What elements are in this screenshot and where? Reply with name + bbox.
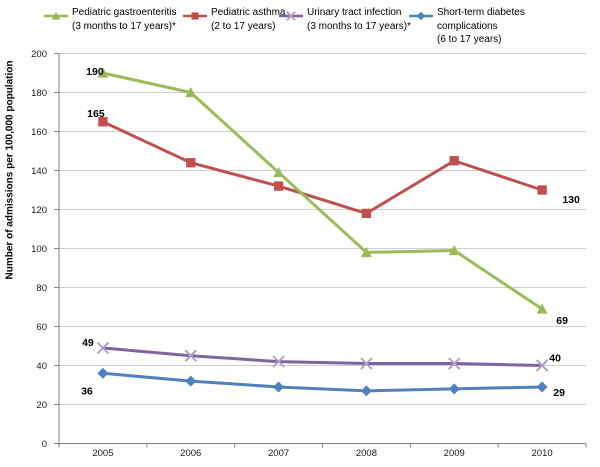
svg-text:160: 160 bbox=[31, 127, 47, 138]
svg-text:2007: 2007 bbox=[268, 448, 289, 459]
svg-text:2006: 2006 bbox=[180, 448, 201, 459]
legend-item-short-term-diabetes: Short-term diabetes complications (6 to 17… bbox=[408, 6, 525, 47]
svg-text:2009: 2009 bbox=[444, 448, 465, 459]
svg-text:2008: 2008 bbox=[356, 448, 377, 459]
svg-text:100: 100 bbox=[31, 244, 47, 255]
series-pediatric-asthma bbox=[98, 117, 547, 219]
diamond-marker-icon bbox=[409, 11, 433, 21]
legend-label: Urinary tract infection (3 months to 17 y… bbox=[307, 6, 411, 33]
legend-item-urinary-tract-infection: Urinary tract infection (3 months to 17 y… bbox=[278, 6, 411, 33]
legend-label-line: Pediatric asthma bbox=[211, 7, 286, 18]
legend-label-line: Urinary tract infection bbox=[307, 7, 402, 18]
y-tick-labels: 0 20 40 60 80 100 120 140 160 180 200 bbox=[31, 49, 47, 450]
svg-text:40: 40 bbox=[549, 353, 561, 365]
series-pediatric-gastroenteritis bbox=[97, 67, 548, 314]
legend-item-pediatric-gastroenteritis: Pediatric gastroenteritis (3 months to 17… bbox=[43, 6, 177, 33]
series-urinary-tract-infection bbox=[96, 341, 549, 372]
svg-text:165: 165 bbox=[87, 108, 105, 120]
data-labels: 190 165 49 36 130 69 40 29 bbox=[81, 66, 580, 399]
svg-text:140: 140 bbox=[31, 166, 47, 177]
svg-text:69: 69 bbox=[556, 315, 568, 327]
svg-text:200: 200 bbox=[31, 49, 47, 60]
svg-text:20: 20 bbox=[36, 400, 47, 411]
x-marker-icon bbox=[279, 11, 303, 21]
legend-label-line: (6 to 17 years) bbox=[437, 34, 502, 45]
chart-legend: Pediatric gastroenteritis (3 months to 17… bbox=[0, 0, 600, 50]
svg-text:180: 180 bbox=[31, 88, 47, 99]
svg-text:80: 80 bbox=[36, 283, 47, 294]
legend-label: Pediatric gastroenteritis (3 months to 17… bbox=[72, 6, 177, 33]
svg-text:2010: 2010 bbox=[532, 448, 553, 459]
legend-item-pediatric-asthma: Pediatric asthma (2 to 17 years) bbox=[182, 6, 285, 33]
triangle-marker-icon bbox=[44, 11, 68, 20]
svg-text:60: 60 bbox=[36, 322, 47, 333]
svg-text:2005: 2005 bbox=[92, 448, 113, 459]
svg-text:190: 190 bbox=[86, 66, 104, 78]
x-tick-labels: 2005 2006 2007 2008 2009 2010 bbox=[92, 448, 552, 459]
legend-label-line: (3 months to 17 years)* bbox=[307, 20, 411, 32]
legend-label-line: (3 months to 17 years)* bbox=[72, 20, 176, 32]
legend-label-line: Short-term diabetes bbox=[437, 7, 525, 18]
svg-text:40: 40 bbox=[36, 361, 47, 372]
series-short-term-diabetes bbox=[97, 367, 548, 397]
svg-text:29: 29 bbox=[553, 387, 565, 399]
legend-label-line: complications bbox=[437, 20, 498, 32]
svg-text:49: 49 bbox=[82, 337, 94, 349]
svg-text:120: 120 bbox=[31, 205, 47, 216]
square-marker-icon bbox=[183, 12, 207, 20]
axes bbox=[54, 53, 587, 448]
legend-label: Short-term diabetes complications (6 to 17… bbox=[437, 6, 525, 47]
legend-label-line: Pediatric gastroenteritis bbox=[72, 7, 177, 18]
legend-label: Pediatric asthma (2 to 17 years) bbox=[211, 6, 285, 33]
legend-label-line: (2 to 17 years) bbox=[211, 20, 276, 32]
svg-text:130: 130 bbox=[562, 194, 580, 206]
svg-text:0: 0 bbox=[42, 439, 47, 450]
svg-text:36: 36 bbox=[81, 385, 93, 397]
